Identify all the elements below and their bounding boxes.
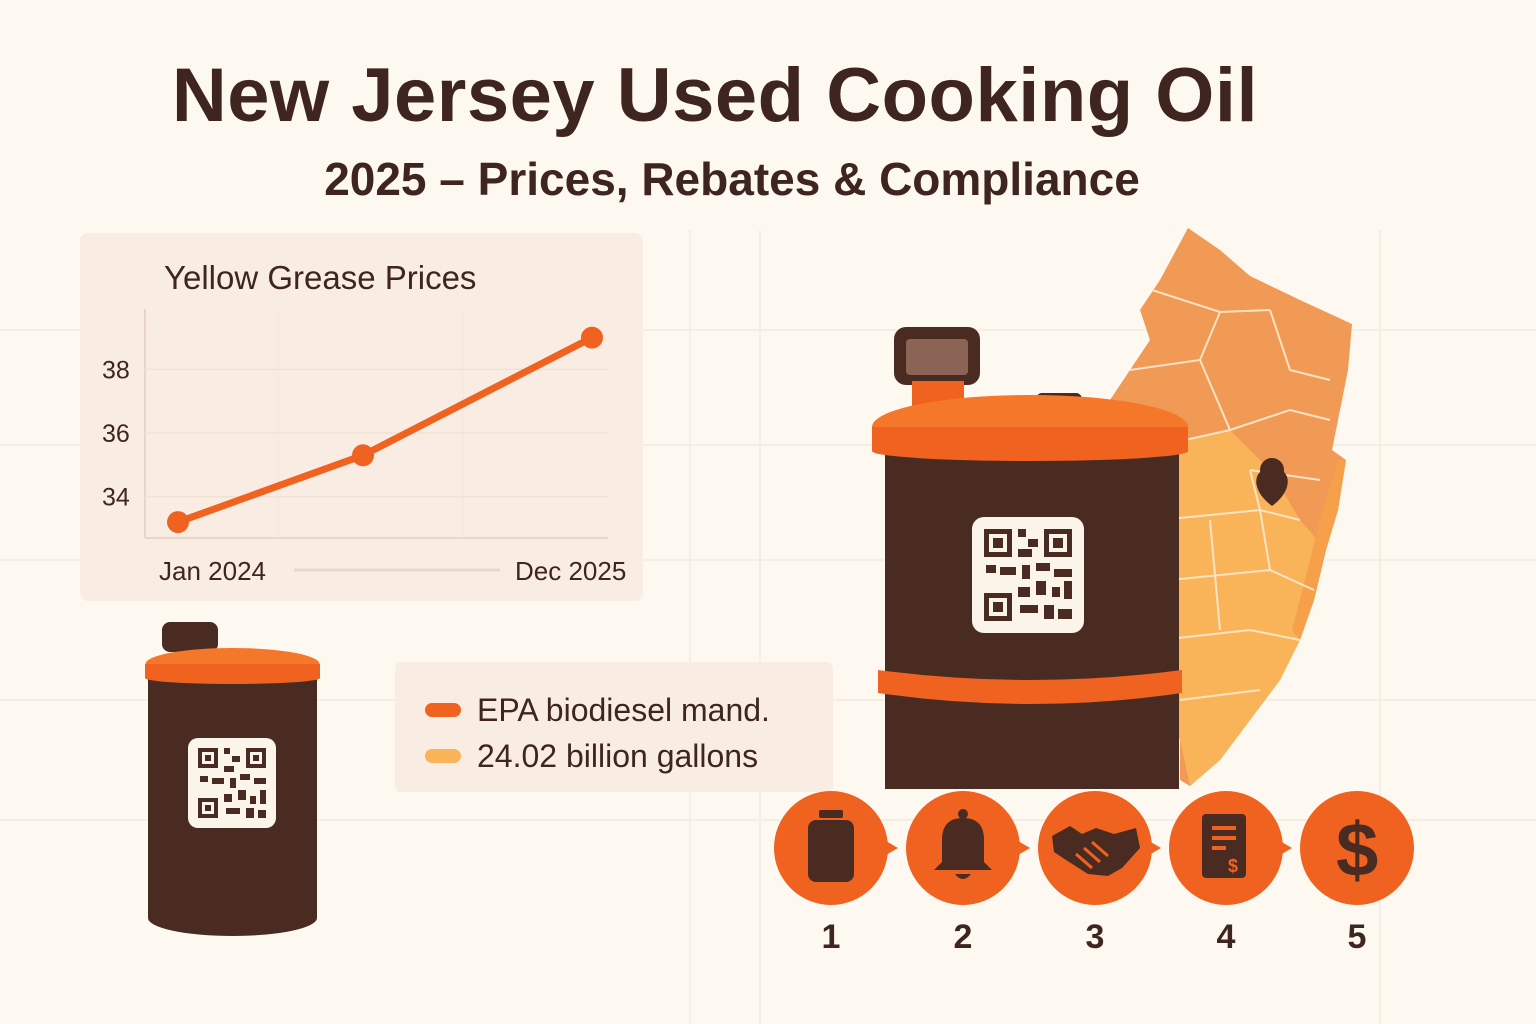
step-5-circle: $ — [1300, 791, 1414, 905]
step-4-circle: $ — [1169, 791, 1283, 905]
step-1-circle — [774, 791, 888, 905]
legend-card: EPA biodiesel mand. 24.02 billion gallon… — [395, 662, 833, 792]
bell-icon — [934, 809, 992, 879]
data-point — [581, 326, 603, 349]
container-icon — [808, 810, 854, 882]
legend-item: EPA biodiesel mand. — [425, 690, 770, 730]
step-number: 4 — [1216, 918, 1236, 956]
handshake-icon — [1052, 826, 1140, 876]
step-3-circle — [1038, 791, 1152, 905]
step-number: 2 — [953, 918, 973, 956]
location-pin-icon — [1256, 458, 1288, 506]
dollar-icon: $ — [1336, 808, 1378, 893]
y-tick-label: 38 — [102, 356, 130, 384]
legend-item: 24.02 billion gallons — [425, 736, 758, 776]
series-line — [174, 334, 596, 526]
y-tick-label: 34 — [102, 484, 130, 512]
step-number: 5 — [1347, 918, 1367, 956]
y-tick-label: 36 — [102, 420, 130, 448]
x-tick-label-end: Dec 2025 — [515, 556, 626, 586]
step-number: 1 — [821, 918, 841, 956]
legend-label: 24.02 billion gallons — [477, 737, 759, 774]
legend-swatch — [425, 703, 461, 717]
process-steps: $ $ — [774, 791, 1414, 905]
large-oil-drum-icon — [872, 327, 1188, 789]
legend-swatch — [425, 749, 461, 763]
svg-text:$: $ — [1228, 856, 1238, 876]
legend-label: EPA biodiesel mand. — [477, 691, 770, 728]
step-number: 3 — [1085, 918, 1105, 956]
price-line-chart: 34 36 38 Jan 2024 Dec 2025 — [102, 309, 626, 586]
page-title: New Jersey Used Cooking Oil — [171, 53, 1259, 138]
invoice-icon: $ — [1202, 814, 1246, 878]
step-2-circle — [906, 791, 1020, 905]
chart-title: Yellow Grease Prices — [164, 259, 477, 296]
x-tick-label-start: Jan 2024 — [159, 556, 266, 586]
page-subtitle: 2025 – Prices, Rebates & Compliance — [324, 153, 1140, 205]
data-point — [352, 444, 374, 467]
price-chart-card: Yellow Grease Prices 34 36 38 Jan 2024 Dec… — [80, 233, 643, 601]
data-point — [167, 511, 189, 534]
small-oil-drum-icon — [145, 622, 320, 936]
